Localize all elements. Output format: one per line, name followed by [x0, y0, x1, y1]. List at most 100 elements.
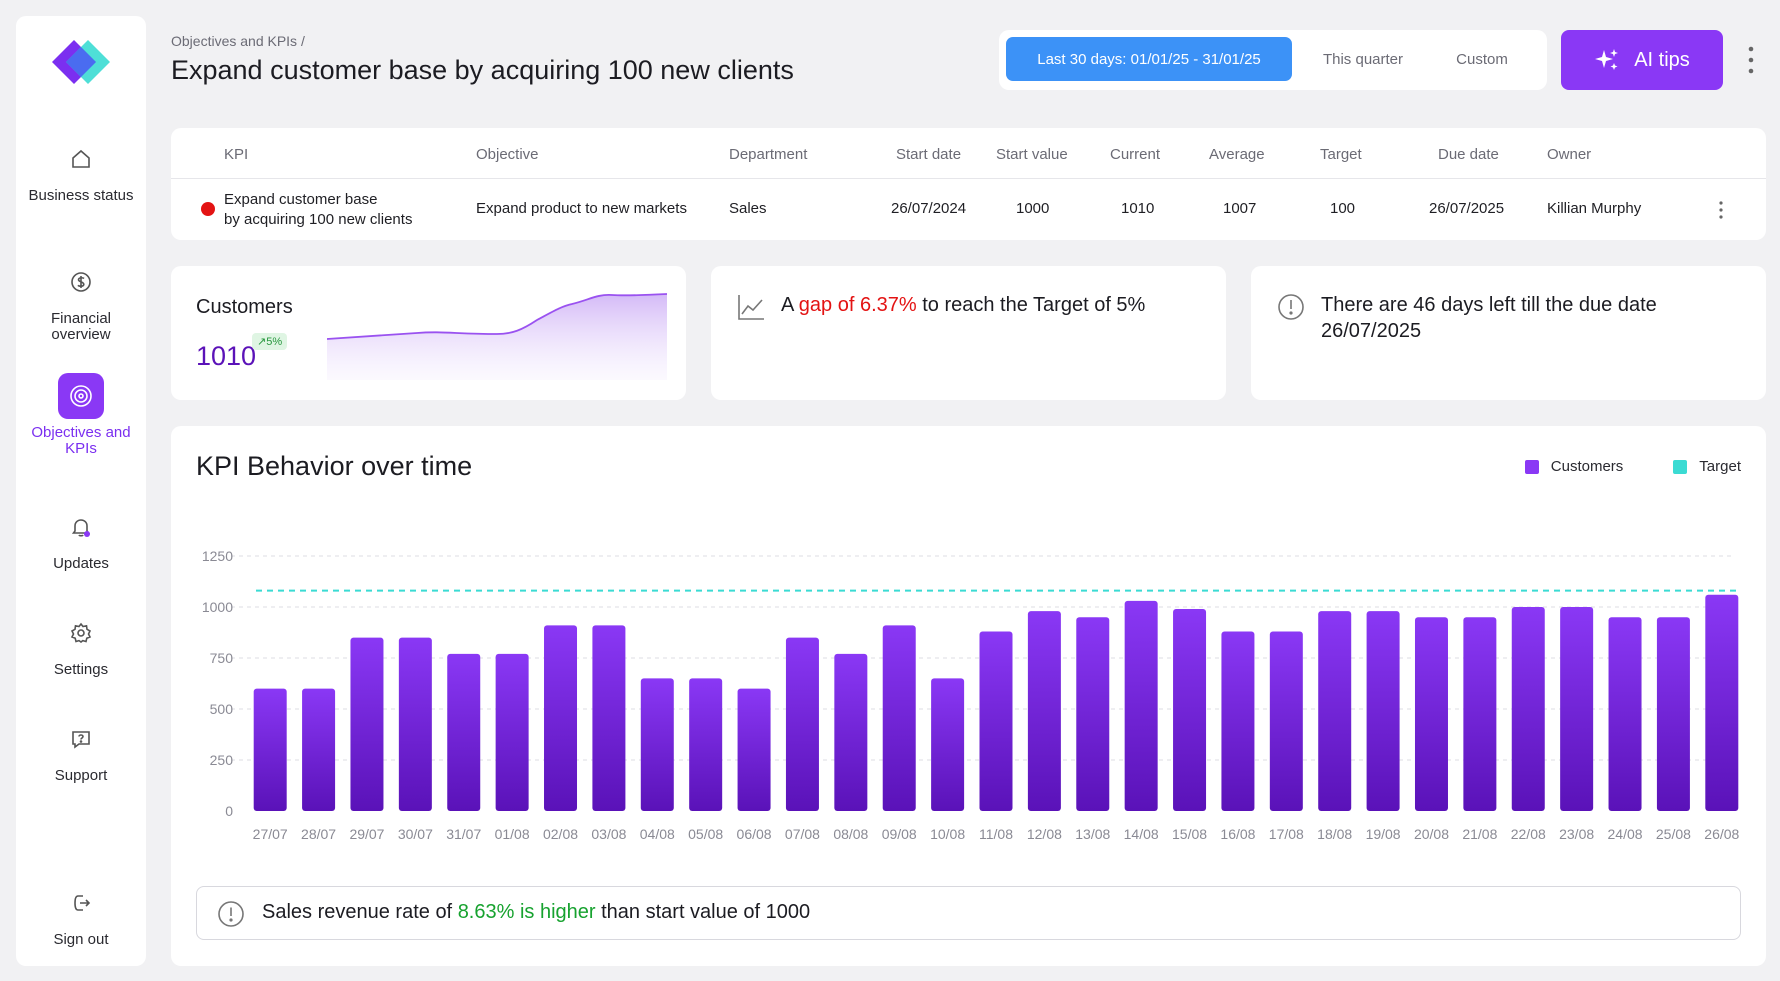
sidebar-item-updates[interactable]: Updates: [16, 504, 146, 572]
bar-customers-27-07[interactable]: [253, 688, 287, 811]
x-tick-label: 08/08: [833, 826, 868, 842]
column-header-objective[interactable]: Objective: [476, 146, 539, 163]
x-tick-label: 16/08: [1220, 826, 1255, 842]
bar-customers-06-08[interactable]: [737, 688, 771, 811]
sidebar-item-support[interactable]: Support: [16, 716, 146, 784]
bar-customers-12-08[interactable]: [1027, 611, 1061, 811]
column-header-owner[interactable]: Owner: [1547, 146, 1592, 163]
breadcrumb[interactable]: Objectives and KPIs /: [171, 33, 305, 49]
bar-customers-01-08[interactable]: [495, 653, 529, 811]
sparkle-icon: [1595, 49, 1619, 70]
bar-customers-17-08[interactable]: [1269, 631, 1303, 811]
bar-customers-23-08[interactable]: [1560, 607, 1594, 811]
column-header-current[interactable]: Current: [1110, 146, 1161, 163]
sidebar-item-financial-overview[interactable]: Financial overview: [16, 259, 146, 343]
column-header-department[interactable]: Department: [729, 146, 808, 163]
x-tick-label: 30/07: [398, 826, 433, 842]
target-cell: 100: [1330, 200, 1356, 217]
bar-customers-26-08[interactable]: [1705, 594, 1739, 811]
bar-customers-13-08[interactable]: [1076, 617, 1110, 811]
note-highlight: 8.63% is higher: [457, 901, 596, 923]
x-tick-label: 25/08: [1656, 826, 1691, 842]
bar-customers-08-08[interactable]: [834, 653, 868, 811]
bar-customers-18-08[interactable]: [1318, 611, 1352, 811]
help-icon: [58, 716, 104, 762]
legend-swatch-customers: [1524, 459, 1539, 474]
chart-title: KPI Behavior over time: [196, 451, 473, 481]
column-header-start-value[interactable]: Start value: [996, 146, 1068, 163]
current-cell: 1010: [1121, 200, 1155, 217]
x-tick-label: 18/08: [1317, 826, 1352, 842]
start-value-cell: 1000: [1016, 200, 1050, 217]
x-tick-label: 26/08: [1704, 826, 1739, 842]
bar-customers-02-08[interactable]: [544, 625, 578, 811]
x-tick-label: 13/08: [1075, 826, 1110, 842]
bar-customers-04-08[interactable]: [640, 678, 674, 811]
sidebar-item-business-status[interactable]: Business status: [16, 136, 146, 204]
bar-customers-03-08[interactable]: [592, 625, 626, 811]
bar-customers-16-08[interactable]: [1221, 631, 1255, 811]
ai-tips-label: AI tips: [1634, 48, 1690, 71]
bar-customers-14-08[interactable]: [1124, 600, 1158, 811]
legend-target[interactable]: Target: [1673, 458, 1741, 475]
bar-customers-11-08[interactable]: [979, 631, 1013, 811]
x-tick-label: 07/08: [785, 826, 820, 842]
legend-swatch-target: [1673, 459, 1688, 474]
target-icon: [58, 373, 104, 419]
sidebar-item-objectives-kpis[interactable]: Objectives and KPIs: [16, 373, 146, 457]
customers-label: Customers: [196, 296, 293, 318]
chart-legend: Customers Target: [1524, 458, 1741, 475]
x-tick-label: 22/08: [1511, 826, 1546, 842]
bar-customers-25-08[interactable]: [1656, 617, 1690, 811]
app-logo[interactable]: [52, 40, 110, 84]
column-header-kpi[interactable]: KPI: [224, 146, 249, 163]
sidebar-item-settings[interactable]: Settings: [16, 610, 146, 678]
x-tick-label: 10/08: [930, 826, 965, 842]
column-header-target[interactable]: Target: [1320, 146, 1362, 163]
bell-icon: [58, 504, 104, 550]
kpi-name-line-2: by acquiring 100 new clients: [224, 211, 413, 228]
owner-link[interactable]: Killian Murphy: [1547, 200, 1642, 217]
bar-customers-19-08[interactable]: [1366, 611, 1400, 811]
note-prefix: Sales revenue rate of: [262, 901, 458, 923]
sidebar-item-label: Business status: [28, 187, 134, 204]
bar-customers-07-08[interactable]: [785, 637, 819, 811]
days-left-text: There are 46 days left till the due date…: [1321, 294, 1657, 342]
period-custom[interactable]: Custom: [1456, 50, 1508, 68]
more-options-icon[interactable]: [1744, 44, 1758, 76]
row-menu-icon[interactable]: [1716, 200, 1726, 220]
period-last-30-days[interactable]: Last 30 days: 01/01/25 - 31/01/25: [1006, 37, 1292, 81]
x-tick-label: 24/08: [1608, 826, 1643, 842]
bar-customers-22-08[interactable]: [1511, 607, 1545, 811]
bar-customers-29-07[interactable]: [350, 637, 384, 811]
due-date-cell: 26/07/2025: [1429, 200, 1505, 217]
column-header-start-date[interactable]: Start date: [896, 146, 962, 163]
x-tick-label: 15/08: [1172, 826, 1207, 842]
bar-customers-24-08[interactable]: [1608, 617, 1642, 811]
x-tick-label: 04/08: [640, 826, 675, 842]
legend-customers[interactable]: Customers: [1524, 458, 1624, 475]
bar-customers-15-08[interactable]: [1173, 609, 1207, 811]
bar-customers-28-07[interactable]: [302, 688, 336, 811]
bar-customers-30-07[interactable]: [398, 637, 432, 811]
sidebar-item-label: Financial overview: [50, 310, 112, 343]
ai-tips-button[interactable]: AI tips: [1561, 30, 1723, 90]
legend-label-customers: Customers: [1550, 458, 1624, 475]
gap-suffix: to reach the Target of 5%: [916, 294, 1146, 316]
bar-customers-31-07[interactable]: [447, 653, 481, 811]
bar-customers-05-08[interactable]: [689, 678, 723, 811]
bar-customers-10-08[interactable]: [931, 678, 965, 811]
bar-customers-20-08[interactable]: [1414, 617, 1448, 811]
gear-icon: [58, 610, 104, 656]
insight-text: Sales revenue rate of 8.63% is higher th…: [262, 901, 810, 924]
insight-note: Sales revenue rate of 8.63% is higher th…: [196, 886, 1741, 940]
bar-customers-21-08[interactable]: [1463, 617, 1497, 811]
column-header-due-date[interactable]: Due date: [1438, 146, 1499, 163]
sign-out-button[interactable]: Sign out: [16, 880, 146, 948]
column-header-average[interactable]: Average: [1209, 146, 1265, 163]
period-this-quarter[interactable]: This quarter: [1322, 50, 1404, 68]
sidebar-item-label: Settings: [53, 661, 109, 678]
y-tick-label: 500: [210, 701, 234, 717]
bar-customers-09-08[interactable]: [882, 625, 916, 811]
x-tick-label: 05/08: [688, 826, 723, 842]
